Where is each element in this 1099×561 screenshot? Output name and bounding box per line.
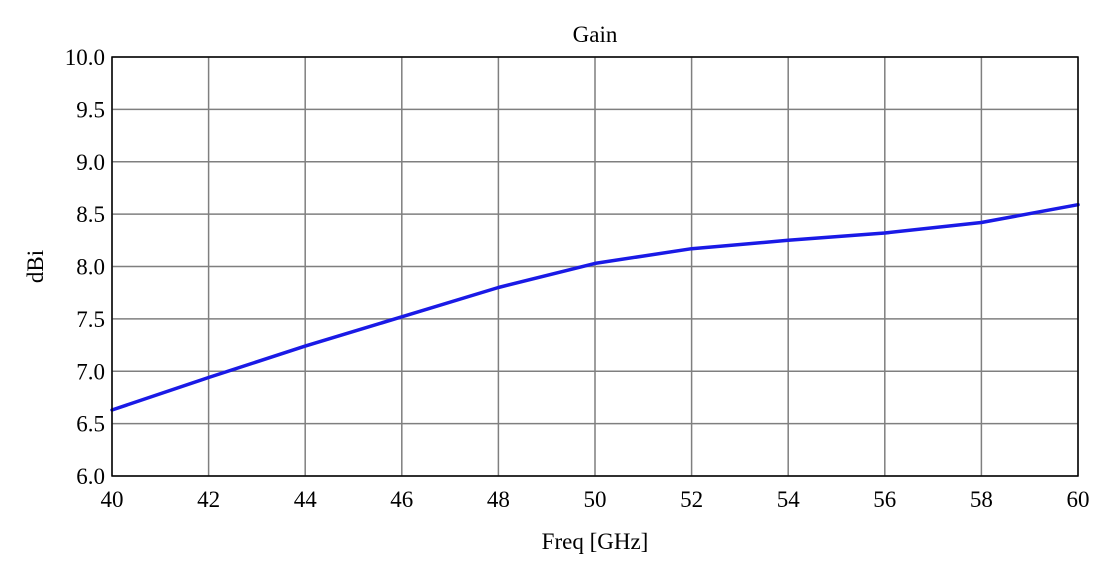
y-tick-label: 7.0: [76, 359, 105, 384]
y-tick-label: 6.0: [76, 464, 105, 489]
x-tick-label: 40: [101, 487, 124, 512]
y-tick-label: 9.0: [76, 150, 105, 175]
x-tick-label: 46: [390, 487, 413, 512]
y-tick-label: 8.0: [76, 255, 105, 280]
x-tick-label: 42: [197, 487, 220, 512]
x-tick-label: 56: [873, 487, 896, 512]
grid: [111, 56, 1079, 477]
y-tick-label: 6.5: [76, 412, 105, 437]
y-tick-label: 10.0: [65, 45, 105, 70]
x-tick-label: 54: [777, 487, 801, 512]
x-tick-label: 58: [970, 487, 993, 512]
x-tick-labels: 40 42 44 46 48 50 52 54 56 58 60: [101, 487, 1090, 512]
series-line-0: [110, 202, 1080, 412]
plot-frame: [111, 56, 1079, 477]
x-tick-label: 44: [294, 487, 318, 512]
chart-title: Gain: [573, 22, 618, 47]
y-tick-label: 8.5: [76, 202, 105, 227]
y-tick-label: 7.5: [76, 307, 105, 332]
x-tick-label: 50: [584, 487, 607, 512]
y-axis-label: dBi: [23, 250, 48, 283]
x-tick-label: 60: [1067, 487, 1090, 512]
y-tick-label: 9.5: [76, 97, 105, 122]
x-axis-label: Freq [GHz]: [542, 529, 649, 554]
x-tick-label: 48: [487, 487, 510, 512]
x-tick-label: 52: [680, 487, 703, 512]
y-tick-labels: 6.0 6.5 7.0 7.5 8.0 8.5 9.0 9.5 10.0: [65, 45, 105, 489]
